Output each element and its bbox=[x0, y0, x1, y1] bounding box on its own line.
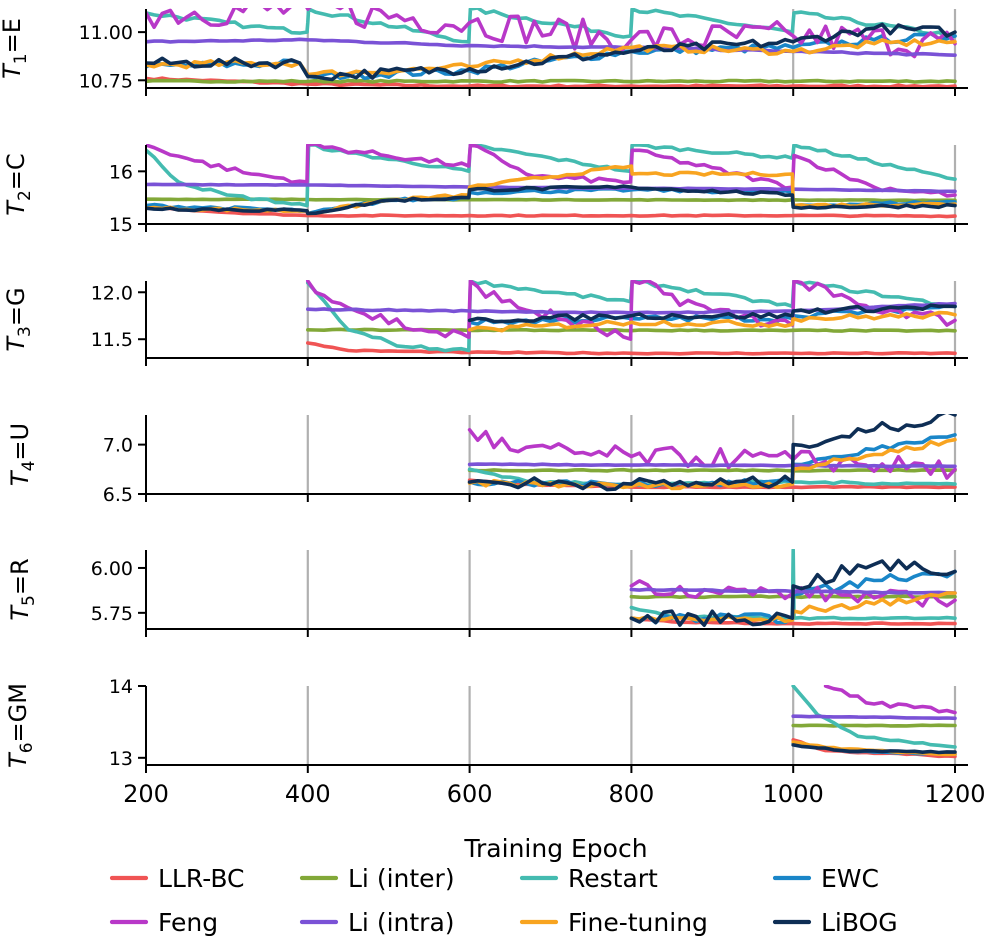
x-tick-labels: 200 400 600 800 1000 1200 bbox=[123, 780, 985, 808]
y-tick-label: 16 bbox=[109, 161, 133, 183]
y-label-main: T bbox=[2, 335, 30, 352]
legend-item-li-inter: Li (inter) bbox=[299, 864, 455, 893]
x-tick-label: 600 bbox=[447, 780, 493, 808]
series-line-libog bbox=[146, 184, 957, 216]
series-line-restart bbox=[146, 8, 957, 44]
y-axis-label: T1=E bbox=[0, 18, 31, 79]
series-line-libog bbox=[629, 558, 957, 627]
y-tick-label: 10.75 bbox=[79, 70, 133, 92]
y-label-main: T bbox=[0, 62, 26, 79]
legend-label: LLR-BC bbox=[158, 864, 245, 893]
panel-5: 5.75 6.00 T5=R bbox=[6, 549, 968, 637]
x-tick-label: 1000 bbox=[763, 780, 824, 808]
legend-item-ewc: EWC bbox=[772, 864, 879, 893]
series-line-li-intra bbox=[467, 462, 957, 469]
chart-panels: 10.7511.00T1=E1516T2=C11.512.0T3=G6.57.0… bbox=[0, 8, 986, 808]
legend-item-fine-tuning: Fine-tuning bbox=[519, 908, 708, 937]
y-tick-label: 6.00 bbox=[91, 558, 133, 580]
series-line-libog bbox=[791, 743, 957, 755]
y-axis-label: T3=G bbox=[2, 287, 35, 351]
x-tick-label: 800 bbox=[608, 780, 654, 808]
y-label-rest: =U bbox=[6, 423, 34, 461]
series-line-restart bbox=[146, 144, 957, 208]
series-line-li-inter bbox=[791, 723, 957, 728]
series-line-feng bbox=[823, 685, 957, 715]
y-tick-label: 12.0 bbox=[91, 282, 133, 304]
y-label-sub: 2 bbox=[15, 190, 35, 201]
series-line-li-inter bbox=[146, 78, 957, 84]
series-line-libog bbox=[467, 414, 957, 492]
y-axis-label: T4=U bbox=[6, 423, 39, 486]
series-line-li-inter bbox=[146, 197, 957, 203]
legend: LLR-BC Li (inter) Restart EWC Feng Li (intra)… bbox=[109, 864, 898, 937]
y-tick-label: 11.5 bbox=[91, 329, 133, 351]
y-label-sub: 5 bbox=[19, 595, 39, 606]
y-label-rest: =G bbox=[2, 287, 30, 326]
y-label-main: T bbox=[6, 604, 34, 621]
legend-label: Li (intra) bbox=[348, 908, 455, 937]
series-line-llr-bc bbox=[306, 341, 957, 356]
y-tick-label: 6.5 bbox=[103, 484, 133, 506]
y-label-rest: =GM bbox=[4, 683, 32, 742]
panel-1: 10.75 11.00 T1=E bbox=[0, 8, 968, 96]
y-axis-label: T5=R bbox=[6, 558, 39, 620]
x-axis-label: Training Epoch bbox=[463, 834, 647, 863]
legend-item-li-intra: Li (intra) bbox=[299, 908, 455, 937]
y-tick-label: 13 bbox=[109, 748, 133, 770]
y-axis-label: T6=GM bbox=[4, 683, 37, 768]
series-line-li-inter bbox=[467, 467, 957, 473]
series-line-fine-tuning bbox=[467, 310, 957, 333]
series-line-llr-bc bbox=[146, 205, 957, 219]
y-label-sub: 6 bbox=[17, 742, 37, 753]
panel-2: 15 16 T2=C bbox=[2, 144, 968, 236]
legend-item-feng: Feng bbox=[109, 908, 218, 937]
y-label-main: T bbox=[4, 751, 32, 768]
x-tick-label: 200 bbox=[123, 780, 169, 808]
y-tick-label: 5.75 bbox=[91, 603, 133, 625]
legend-label: EWC bbox=[821, 864, 879, 893]
series-line-ewc bbox=[467, 433, 957, 489]
series-line-li-intra bbox=[791, 714, 957, 721]
y-tick-label: 11.00 bbox=[79, 22, 133, 44]
legend-label: Li (inter) bbox=[348, 864, 455, 893]
legend-item-libog: LiBOG bbox=[772, 908, 898, 937]
y-tick-label: 14 bbox=[109, 676, 133, 698]
series-line-llr-bc bbox=[629, 616, 957, 626]
legend-label: Feng bbox=[158, 908, 218, 937]
series-line-libog bbox=[146, 22, 957, 82]
series-line-fine-tuning bbox=[146, 164, 957, 216]
legend-item-restart: Restart bbox=[519, 864, 658, 893]
legend-label: LiBOG bbox=[821, 908, 898, 937]
y-label-main: T bbox=[6, 469, 34, 486]
y-label-rest: =C bbox=[2, 153, 30, 190]
y-label-sub: 1 bbox=[11, 53, 31, 64]
y-tick-label: 7.0 bbox=[103, 435, 133, 457]
y-label-sub: 4 bbox=[19, 461, 39, 472]
panel-6: 13 14 T6=GM bbox=[4, 676, 968, 773]
x-tick-label: 400 bbox=[285, 780, 331, 808]
series-line-feng bbox=[306, 280, 957, 341]
y-label-main: T bbox=[2, 199, 30, 216]
panel-3: 11.5 12.0 T3=G bbox=[2, 280, 968, 366]
y-tick-label: 15 bbox=[109, 214, 133, 236]
legend-item-llr-bc: LLR-BC bbox=[109, 864, 245, 893]
y-label-rest: =E bbox=[0, 18, 26, 53]
panel-4: 6.5 7.0 T4=U bbox=[6, 414, 968, 506]
series-line-libog bbox=[467, 303, 957, 324]
y-axis-label: T2=C bbox=[2, 153, 35, 215]
legend-label: Fine-tuning bbox=[568, 908, 708, 937]
y-label-sub: 3 bbox=[15, 326, 35, 337]
legend-label: Restart bbox=[568, 864, 658, 893]
x-tick-label: 1200 bbox=[924, 780, 985, 808]
y-label-rest: =R bbox=[6, 558, 34, 595]
